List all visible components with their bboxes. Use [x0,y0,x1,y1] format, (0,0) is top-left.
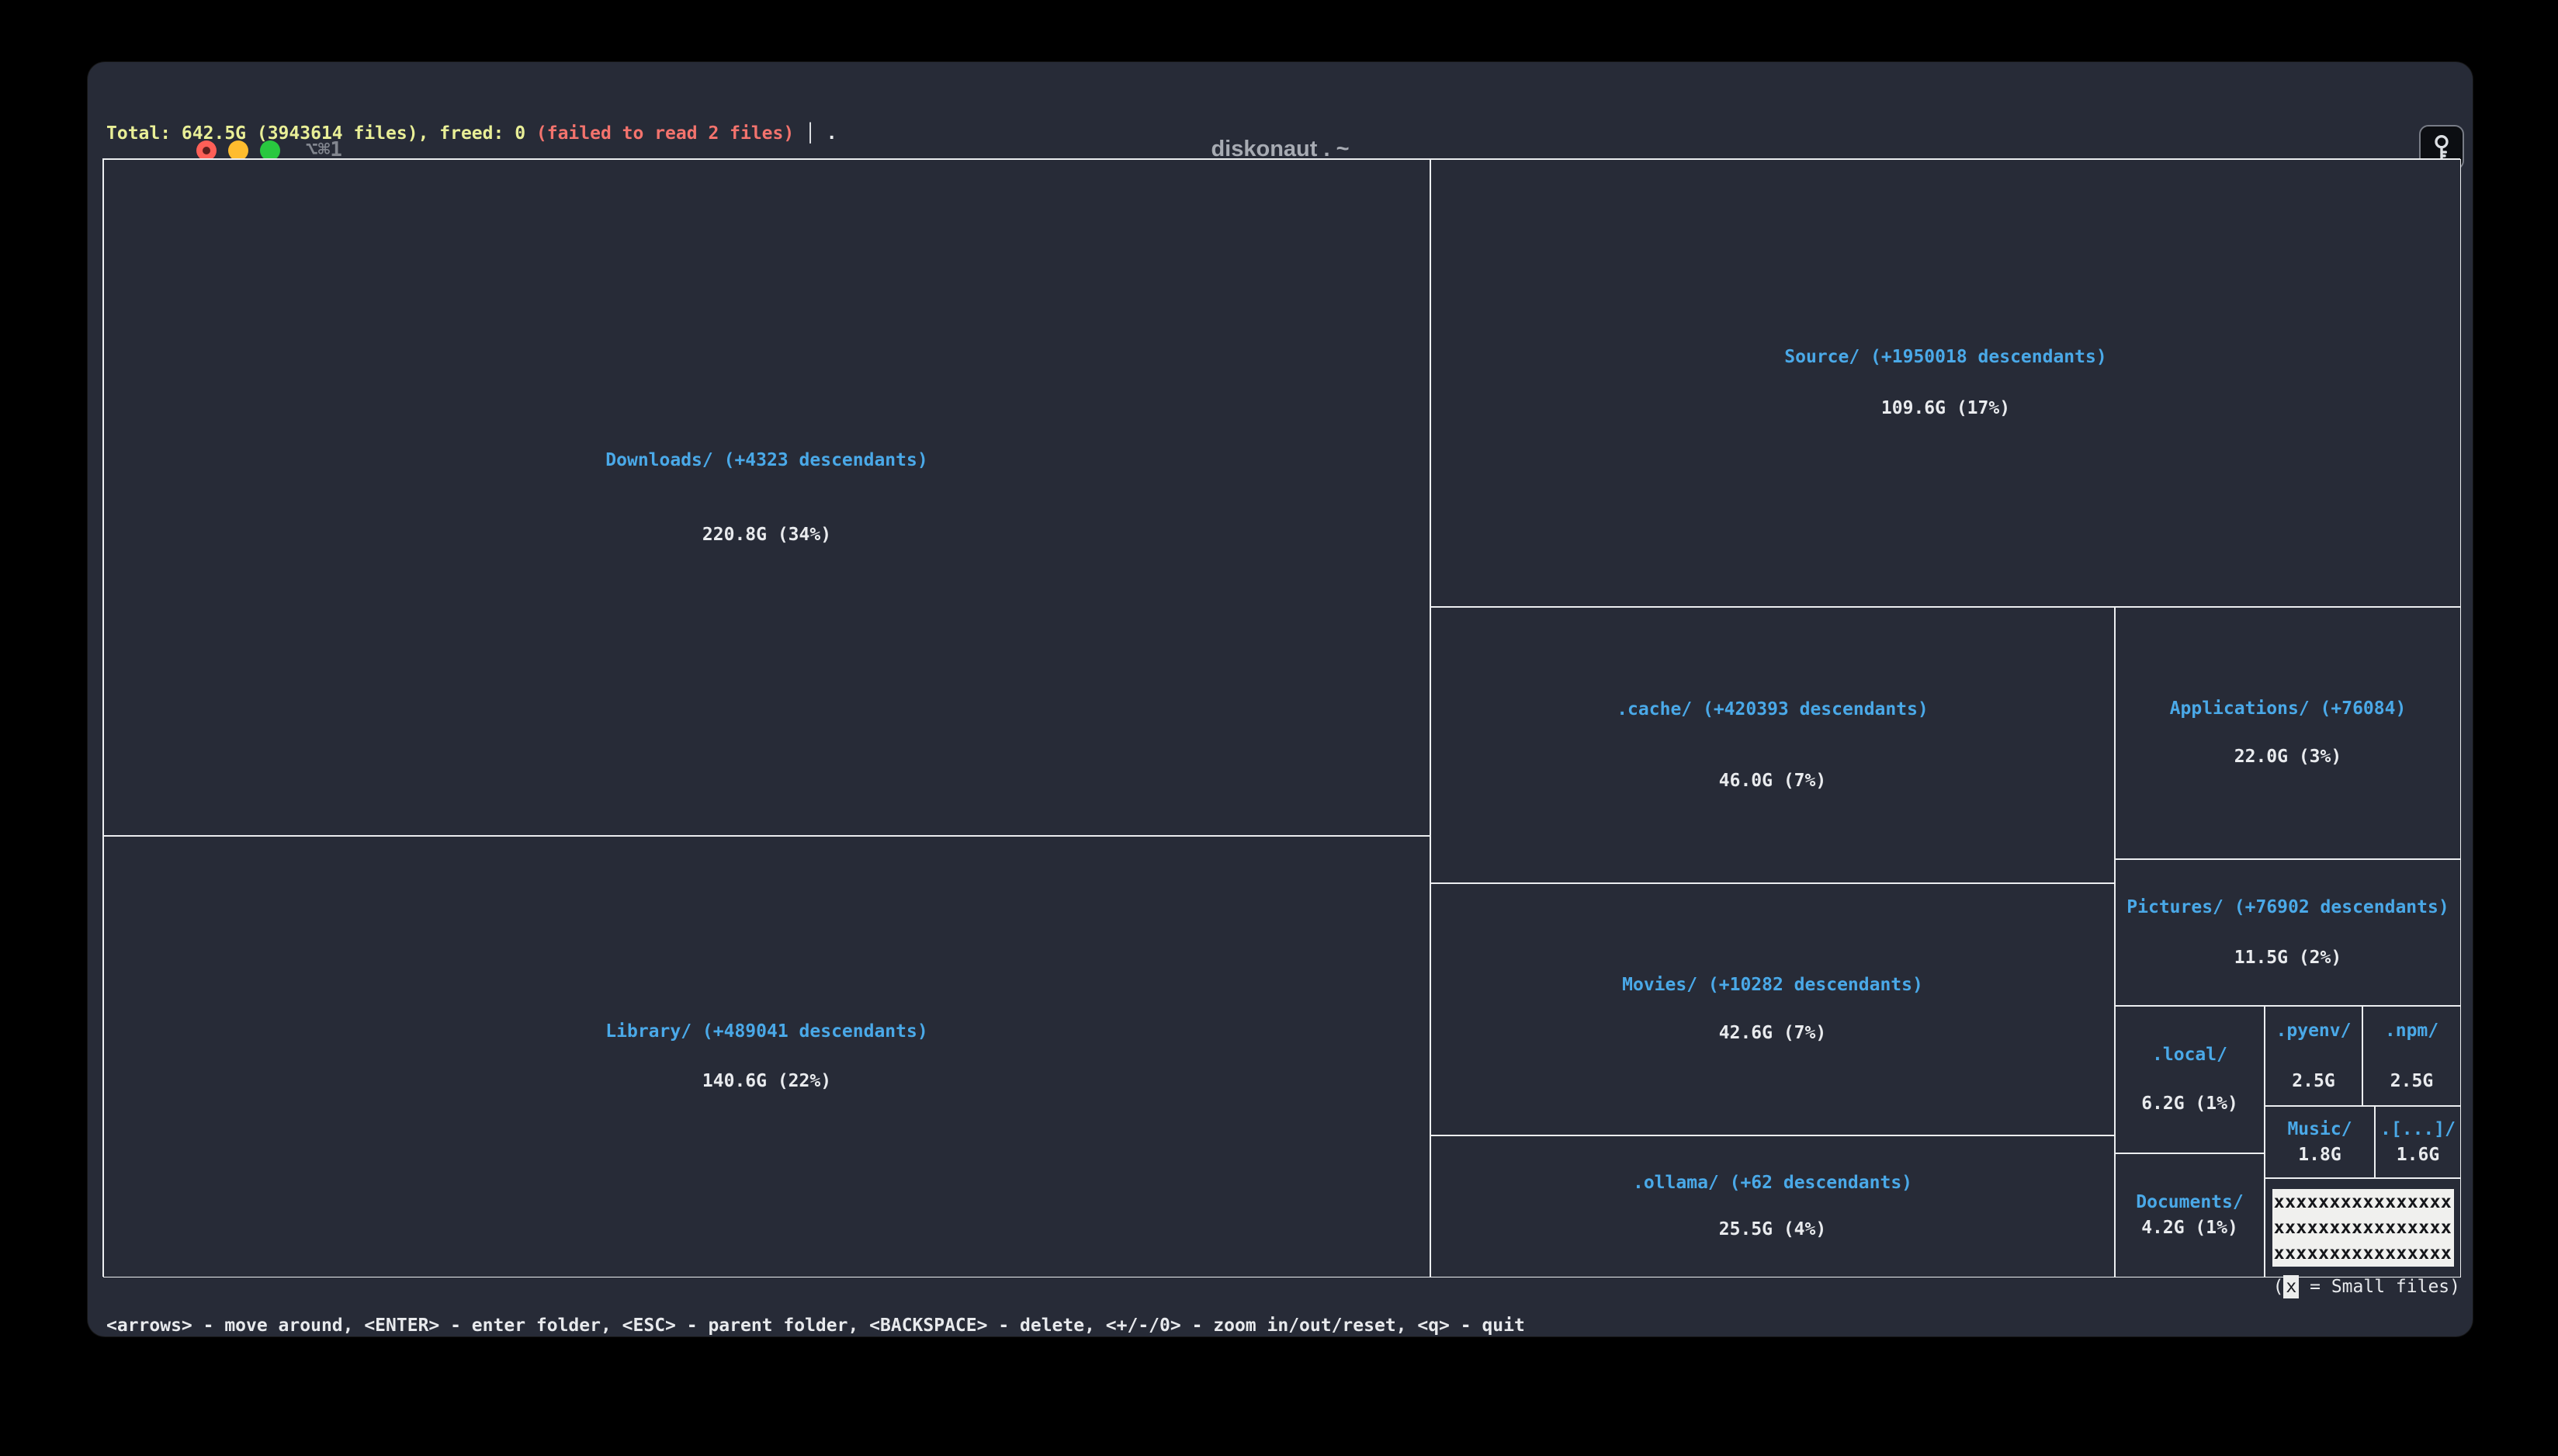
folder-label: Music/ [2287,1118,2352,1139]
treemap-cell-movies: Movies/ (+10282 descendants) 42.6G (7%) [1430,883,2115,1135]
read-error-text: (failed to read 2 files) [536,123,795,144]
treemap-cell-source: Source/ (+1950018 descendants) 109.6G (1… [1430,159,2461,607]
status-bar: Total: 642.5G (3943614 files), freed: 0 … [106,121,837,147]
folder-size: 22.0G (3%) [2234,747,2342,767]
treemap-cell-small-files: xxxxxxxxxxxxxxxx xxxxxxxxxxxxxxxx xxxxxx… [2265,1178,2461,1277]
folder-label: Applications/ (+76084) [2169,699,2407,719]
folder-size: 46.0G (7%) [1718,770,1827,791]
treemap-cell-library: Library/ (+489041 descendants) 140.6G (2… [103,836,1430,1277]
folder-label: .local/ [2152,1045,2227,1065]
treemap-cell-ollama: .ollama/ (+62 descendants) 25.5G (4%) [1430,1135,2115,1277]
tab-shortcut-badge: ⌥⌘1 [306,138,342,161]
small-files-row: xxxxxxxxxxxxxxxx [2273,1191,2452,1212]
small-files-row: xxxxxxxxxxxxxxxx [2273,1243,2452,1264]
disk-usage-treemap: Downloads/ (+4323 descendants) 220.8G (3… [102,158,2461,1277]
close-dot [203,147,210,154]
terminal-window: ⌥⌘1 diskonaut . ~ Total: 642.5G (3943614… [88,62,2473,1336]
folder-size: 11.5G (2%) [2234,947,2342,968]
folder-label: .cache/ (+420393 descendants) [1617,699,1929,719]
treemap-cell-documents: Documents/ 4.2G (1%) [2115,1153,2265,1277]
close-button[interactable] [196,140,217,161]
folder-size: 109.6G (17%) [1880,398,2011,418]
treemap-cell-cache: .cache/ (+420393 descendants) 46.0G (7%) [1430,607,2115,883]
folder-label: Library/ (+489041 descendants) [605,1021,928,1042]
treemap-cell-npm: .npm/ 2.5G [2362,1006,2461,1106]
legend-small-file-chip: x [2283,1275,2300,1298]
treemap-cell-downloads: Downloads/ (+4323 descendants) 220.8G (3… [103,159,1430,836]
zoom-button[interactable] [260,140,280,161]
folder-size: 140.6G (22%) [702,1071,832,1091]
keyboard-help-bar: <arrows> - move around, <ENTER> - enter … [106,1316,1525,1336]
legend-text: = Small files) [2299,1277,2460,1297]
small-files-block: xxxxxxxxxxxxxxxx xxxxxxxxxxxxxxxx xxxxxx… [2272,1189,2454,1267]
folder-label: Documents/ [2136,1192,2244,1212]
folder-size: 2.5G [2390,1070,2434,1091]
total-size-text: Total: 642.5G (3943614 files), freed: 0 [106,123,536,144]
folder-label: .pyenv/ [2276,1020,2352,1041]
treemap-cell-pictures: Pictures/ (+76902 descendants) 11.5G (2%… [2115,859,2461,1006]
folder-size: 4.2G (1%) [2141,1218,2238,1238]
folder-size: 25.5G (4%) [1718,1219,1827,1239]
treemap-cell-music: Music/ 1.8G [2265,1106,2375,1178]
folder-size: 220.8G (34%) [702,524,832,545]
folder-size: 42.6G (7%) [1718,1023,1827,1043]
minimize-button[interactable] [228,140,248,161]
small-files-legend: (x = Small files) [2273,1274,2460,1300]
folder-label: .npm/ [2384,1020,2439,1041]
folder-label: Pictures/ (+76902 descendants) [2126,896,2449,917]
status-separator: │ [794,123,827,144]
folder-size: 2.5G [2292,1070,2335,1091]
window-title: diskonaut . ~ [1211,137,1350,161]
folder-label: .ollama/ (+62 descendants) [1632,1173,1913,1193]
legend-open: ( [2272,1277,2284,1297]
folder-label: .[...]/ [2380,1118,2456,1139]
treemap-cell-dot-rest: .[...]/ 1.6G [2375,1106,2461,1178]
folder-label: Movies/ (+10282 descendants) [1622,975,1923,995]
treemap-cell-applications: Applications/ (+76084) 22.0G (3%) [2115,607,2461,859]
treemap-cell-local: .local/ 6.2G (1%) [2115,1006,2265,1153]
folder-label: Downloads/ (+4323 descendants) [605,449,928,470]
folder-size: 6.2G (1%) [2141,1094,2238,1114]
folder-size: 1.6G [2396,1144,2440,1165]
key-icon [2435,135,2449,160]
treemap-cell-pyenv: .pyenv/ 2.5G [2265,1006,2362,1106]
window-titlebar[interactable]: ⌥⌘1 diskonaut . ~ [88,62,2473,161]
current-path: . [826,123,837,144]
folder-size: 1.8G [2298,1144,2341,1165]
folder-label: Source/ (+1950018 descendants) [1784,347,2107,367]
small-files-row: xxxxxxxxxxxxxxxx [2273,1217,2452,1238]
